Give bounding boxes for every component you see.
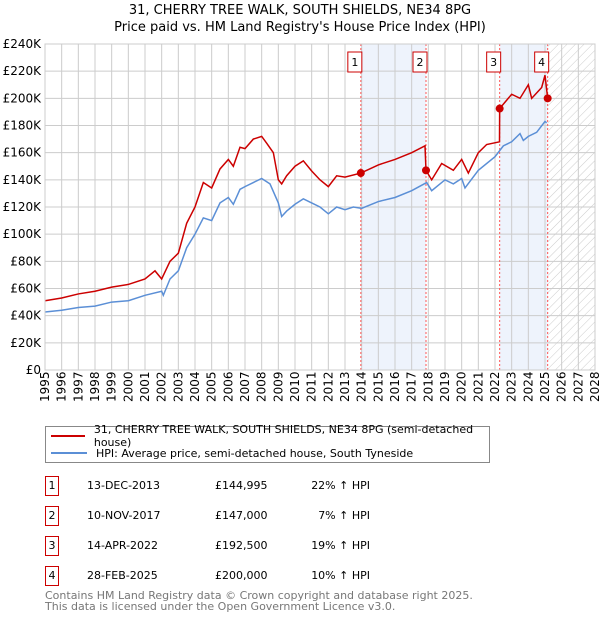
footer-line: This data is licensed under the Open Gov…: [45, 600, 396, 613]
sale-row: 2 10-NOV-2017 £147,000 7% ↑ HPI: [45, 506, 445, 526]
y-tick-label: £180K: [3, 119, 43, 133]
x-tick-label: 2013: [338, 371, 352, 402]
x-tick-label: 2001: [138, 371, 152, 402]
sale-label: 3: [490, 56, 497, 69]
sale-price: £200,000: [215, 569, 268, 582]
sale-hpi-diff: 7% ↑ HPI: [318, 509, 370, 522]
sale-label: 4: [538, 56, 545, 69]
sale-date: 10-NOV-2017: [87, 509, 161, 522]
x-tick-label: 1997: [71, 371, 85, 402]
y-tick-label: £60K: [10, 282, 42, 296]
x-tick-label: 2018: [421, 371, 435, 402]
legend-swatch: [51, 452, 87, 454]
sale-row: 3 14-APR-2022 £192,500 19% ↑ HPI: [45, 536, 445, 556]
sale-price: £147,000: [215, 509, 268, 522]
chart-subtitle: Price paid vs. HM Land Registry's House …: [114, 20, 486, 35]
sale-label: 2: [417, 56, 424, 69]
sale-point: [495, 104, 504, 113]
x-tick-label: 2024: [521, 371, 535, 402]
x-tick-label: 2019: [438, 371, 452, 402]
sale-point: [356, 169, 365, 178]
x-tick-label: 2014: [355, 371, 369, 402]
plot-border: [44, 43, 596, 371]
x-tick-label: 2008: [255, 371, 269, 402]
x-tick-label: 2003: [171, 371, 185, 402]
x-tick-label: 2009: [271, 371, 285, 402]
x-tick-label: 2012: [321, 371, 335, 402]
x-tick-label: 2010: [288, 371, 302, 402]
sale-point: [422, 166, 430, 175]
x-tick-label: 1998: [88, 371, 102, 402]
chart-title: 31, CHERRY TREE WALK, SOUTH SHIELDS, NE3…: [128, 3, 472, 18]
x-tick-label: 2026: [555, 371, 569, 402]
legend-label: HPI: Average price, semi-detached house,…: [96, 446, 414, 460]
sale-price: £192,500: [215, 539, 268, 552]
sale-row: 4 28-FEB-2025 £200,000 10% ↑ HPI: [45, 566, 445, 586]
x-tick-label: 2004: [188, 371, 202, 402]
sale-point: [543, 94, 552, 103]
sale-number-badge: 2: [45, 506, 59, 526]
price-chart: 1995 1996 1997 1998 1999 2000 2001 2002 2003 2004…: [3, 37, 600, 402]
legend: 31, CHERRY TREE WALK, SOUTH SHIELDS, NE3…: [45, 423, 490, 463]
y-tick-label: £100K: [3, 227, 43, 241]
y-tick-label: £140K: [3, 173, 43, 187]
x-tick-label: 2020: [455, 371, 469, 402]
footer: Contains HM Land Registry data © Crown c…: [45, 590, 473, 612]
y-tick-label: £220K: [3, 64, 43, 78]
sale-date: 13-DEC-2013: [87, 479, 161, 492]
x-tick-label: 2022: [488, 371, 502, 402]
sale-hpi-diff: 22% ↑ HPI: [311, 479, 370, 492]
x-tick-label: 1996: [55, 371, 69, 402]
property-price-line: [44, 75, 549, 302]
sale-hpi-diff: 19% ↑ HPI: [311, 539, 370, 552]
x-tick-label: 1999: [105, 371, 119, 402]
x-tick-label: 1995: [38, 371, 52, 402]
y-tick-label: £0: [26, 363, 41, 377]
x-tick-label: 2011: [305, 371, 319, 402]
sale-price: £144,995: [215, 479, 268, 492]
sale-label-box: [412, 51, 428, 73]
sale-number-badge: 1: [45, 476, 59, 496]
y-tick-label: £120K: [3, 200, 43, 214]
x-tick-label: 2005: [205, 371, 219, 402]
sale-label: 1: [351, 56, 358, 69]
x-tick-label: 2028: [588, 371, 600, 402]
x-tick-label: 2006: [221, 371, 235, 402]
x-tick-label: 2000: [121, 371, 135, 402]
x-tick-label: 2027: [571, 371, 585, 402]
y-tick-label: £40K: [10, 309, 42, 323]
sale-date: 28-FEB-2025: [87, 569, 158, 582]
sale-label-box: [347, 51, 363, 73]
sale-number-badge: 4: [45, 566, 59, 586]
y-tick-label: £160K: [3, 146, 43, 160]
y-tick-label: £20K: [10, 336, 42, 350]
x-tick-label: 2007: [238, 371, 252, 402]
sale-row: 1 13-DEC-2013 £144,995 22% ↑ HPI: [45, 476, 445, 496]
y-tick-label: £240K: [3, 37, 43, 51]
sale-date: 14-APR-2022: [87, 539, 159, 552]
hpi-line: [44, 120, 548, 313]
x-tick-label: 2015: [371, 371, 385, 402]
x-tick-label: 2025: [538, 371, 552, 402]
x-tick-label: 2021: [471, 371, 485, 402]
legend-item-hpi: HPI: Average price, semi-detached house,…: [46, 445, 413, 461]
y-tick-label: £200K: [3, 91, 43, 105]
x-tick-label: 2016: [388, 371, 402, 402]
sale-number-badge: 3: [45, 536, 59, 556]
x-tick-label: 2002: [155, 371, 169, 402]
sale-label-box: [534, 51, 550, 73]
x-tick-label: 2017: [405, 371, 419, 402]
legend-label: 31, CHERRY TREE WALK, SOUTH SHIELDS, NE3…: [93, 423, 474, 449]
sale-hpi-diff: 10% ↑ HPI: [311, 569, 370, 582]
y-tick-label: £80K: [10, 254, 42, 268]
x-tick-label: 2023: [505, 371, 519, 402]
legend-swatch: [51, 435, 85, 437]
legend-item-property: 31, CHERRY TREE WALK, SOUTH SHIELDS, NE3…: [46, 423, 489, 449]
footer-line: Contains HM Land Registry data © Crown c…: [45, 589, 473, 602]
sale-label-box: [486, 51, 502, 73]
